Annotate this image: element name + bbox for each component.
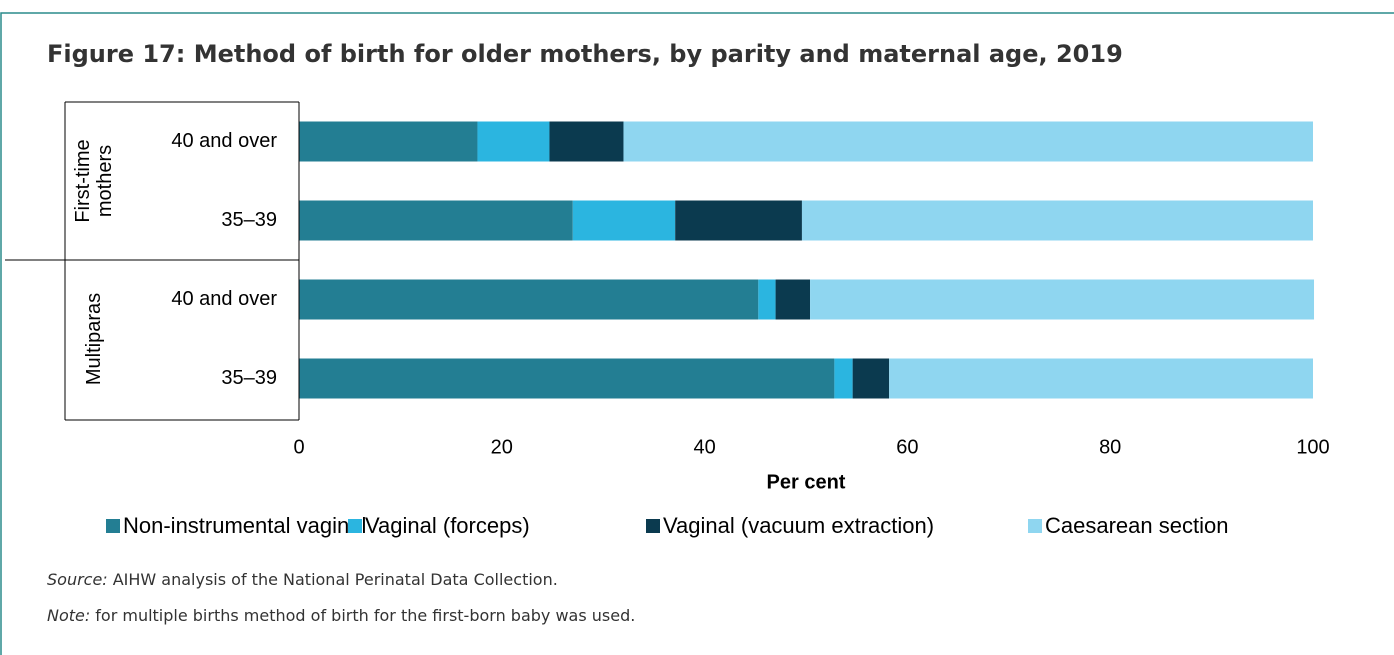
x-tick-label: 100 <box>1296 436 1329 458</box>
legend-swatch <box>348 519 362 533</box>
x-tick-label: 40 <box>693 436 715 458</box>
legend-swatch <box>106 519 120 533</box>
group-label-line: First-time <box>72 139 94 222</box>
source: Source: AIHW analysis of the National Per… <box>47 570 558 589</box>
y-tick-label: 35–39 <box>221 367 277 389</box>
x-tick-label: 80 <box>1099 436 1121 458</box>
bar-segment <box>852 358 890 399</box>
source-label: Source: <box>47 570 108 589</box>
bar-segment <box>299 200 573 241</box>
bar-segment <box>572 200 676 241</box>
x-tick-label: 20 <box>491 436 513 458</box>
bar-segment <box>299 279 759 320</box>
group-label: Multiparas <box>83 293 105 385</box>
bar-segment <box>834 358 853 399</box>
legend-label: Vaginal (forceps) <box>365 513 530 538</box>
bar-segment <box>775 279 811 320</box>
x-tick-label: 0 <box>293 436 304 458</box>
note-label: Note: <box>47 606 90 625</box>
bar-segment <box>549 121 624 162</box>
bar-segment <box>801 200 1313 241</box>
group-label-line: Multiparas <box>83 293 105 385</box>
group-label: First-timemothers <box>72 139 116 222</box>
x-tick-label: 60 <box>896 436 918 458</box>
legend-swatch <box>646 519 660 533</box>
chart-title: Figure 17: Method of birth for older mot… <box>47 40 1123 68</box>
bar-segment <box>299 121 478 162</box>
bar-segment <box>623 121 1313 162</box>
note: Note: for multiple births method of birth… <box>47 606 635 625</box>
x-axis-title: Per cent <box>767 471 846 493</box>
legend-label: Caesarean section <box>1045 513 1228 538</box>
legend-item: Non-instrumental vaginal <box>106 513 366 538</box>
bar-segment <box>299 358 835 399</box>
y-tick-label: 40 and over <box>171 130 277 152</box>
group-label-line: mothers <box>94 145 116 217</box>
legend-label: Non-instrumental vaginal <box>123 513 366 538</box>
legend-item: Vaginal (vacuum extraction) <box>646 513 934 538</box>
bar-segment <box>810 279 1315 320</box>
bar-segment <box>477 121 550 162</box>
source-text: AIHW analysis of the National Perinatal … <box>113 570 558 589</box>
frame <box>0 12 1394 655</box>
y-tick-label: 35–39 <box>221 209 277 231</box>
bar-segment <box>758 279 776 320</box>
note-text: for multiple births method of birth for … <box>95 606 635 625</box>
legend-item: Vaginal (forceps) <box>348 513 530 538</box>
y-tick-label: 40 and over <box>171 288 277 310</box>
legend-label: Vaginal (vacuum extraction) <box>663 513 934 538</box>
bar-segment <box>889 358 1313 399</box>
legend-swatch <box>1028 519 1042 533</box>
bar-segment <box>675 200 802 241</box>
legend-item: Caesarean section <box>1028 513 1228 538</box>
